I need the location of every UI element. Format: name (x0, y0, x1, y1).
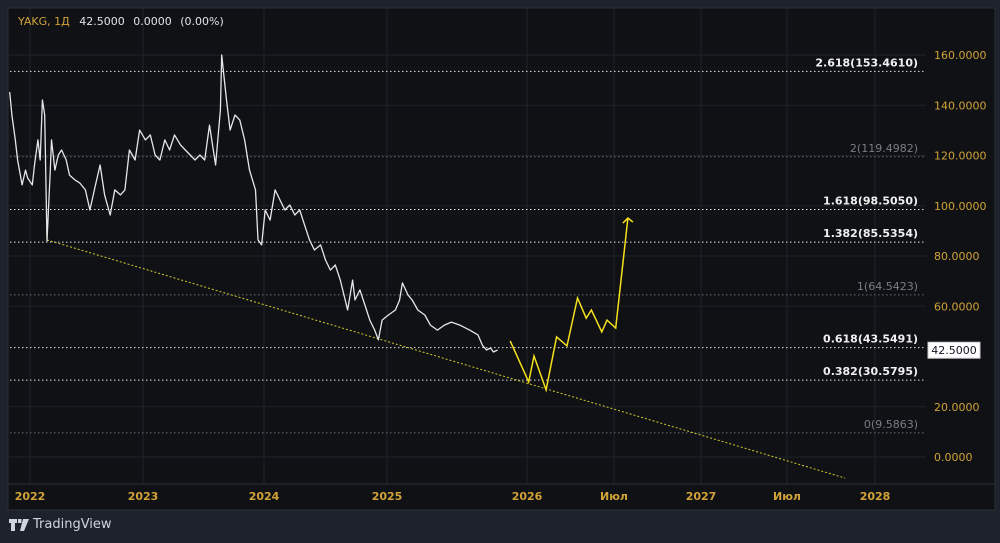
x-tick-label: 2026 (512, 490, 543, 503)
price-change-pct: (0.00%) (180, 15, 224, 28)
fib-level-label: 0.618(43.5491) (823, 333, 918, 346)
price-change: 0.0000 (133, 15, 172, 28)
brand-name: TradingView (33, 517, 112, 532)
current-price-badge (927, 341, 981, 359)
axes: 160.0000 140.0000 120.0000 100.0000 80.0000 6… (8, 49, 995, 503)
y-tick-label: 160.0000 (934, 49, 987, 62)
x-tick-label: Июл (773, 490, 801, 503)
projection-path[interactable] (509, 218, 629, 393)
trendline[interactable] (46, 239, 846, 479)
symbol-legend: YAKG, 1Д 42.5000 0.0000 (0.00%) (18, 15, 229, 28)
fib-retracement: 2.618(153.4610) 2(119.4982) 1.618(98.5050)… (10, 56, 925, 434)
series-layer (9, 54, 846, 479)
y-tick-label: 0.0000 (934, 451, 973, 464)
x-tick-label: 2025 (372, 490, 403, 503)
y-tick-label: 120.0000 (934, 150, 987, 163)
x-tick-label: 2028 (860, 490, 891, 503)
y-tick-label: 20.0000 (934, 401, 980, 414)
y-tick-label: 100.0000 (934, 200, 987, 213)
projection-arrowhead-icon (622, 217, 634, 224)
current-price-label: 42.5000 (931, 344, 977, 357)
tradingview-logo-icon (9, 518, 29, 531)
y-tick-label: 140.0000 (934, 99, 987, 112)
y-tick-label: 60.0000 (934, 300, 980, 313)
fib-level-label: 1.382(85.5354) (823, 227, 918, 240)
symbol-label[interactable]: YAKG, 1Д (18, 15, 70, 28)
fib-level-label: 0(9.5863) (864, 418, 918, 431)
x-tick-label: 2022 (15, 490, 46, 503)
fib-level-label: 1.618(98.5050) (823, 195, 918, 208)
fib-level-label: 2(119.4982) (850, 142, 918, 155)
fib-level-label: 0.382(30.5795) (823, 365, 918, 378)
x-tick-label: 2027 (686, 490, 717, 503)
x-tick-label: 2023 (128, 490, 159, 503)
fib-level-label: 1(64.5423) (857, 280, 918, 293)
price-line (9, 54, 498, 353)
y-tick-label: 80.0000 (934, 250, 980, 263)
x-tick-label: 2024 (249, 490, 280, 503)
fib-level-label: 2.618(153.4610) (815, 56, 918, 69)
last-price: 42.5000 (79, 15, 125, 28)
chart-panel (7, 7, 996, 511)
x-tick-label: Июл (600, 490, 628, 503)
tradingview-logo[interactable]: TradingView (9, 517, 112, 532)
